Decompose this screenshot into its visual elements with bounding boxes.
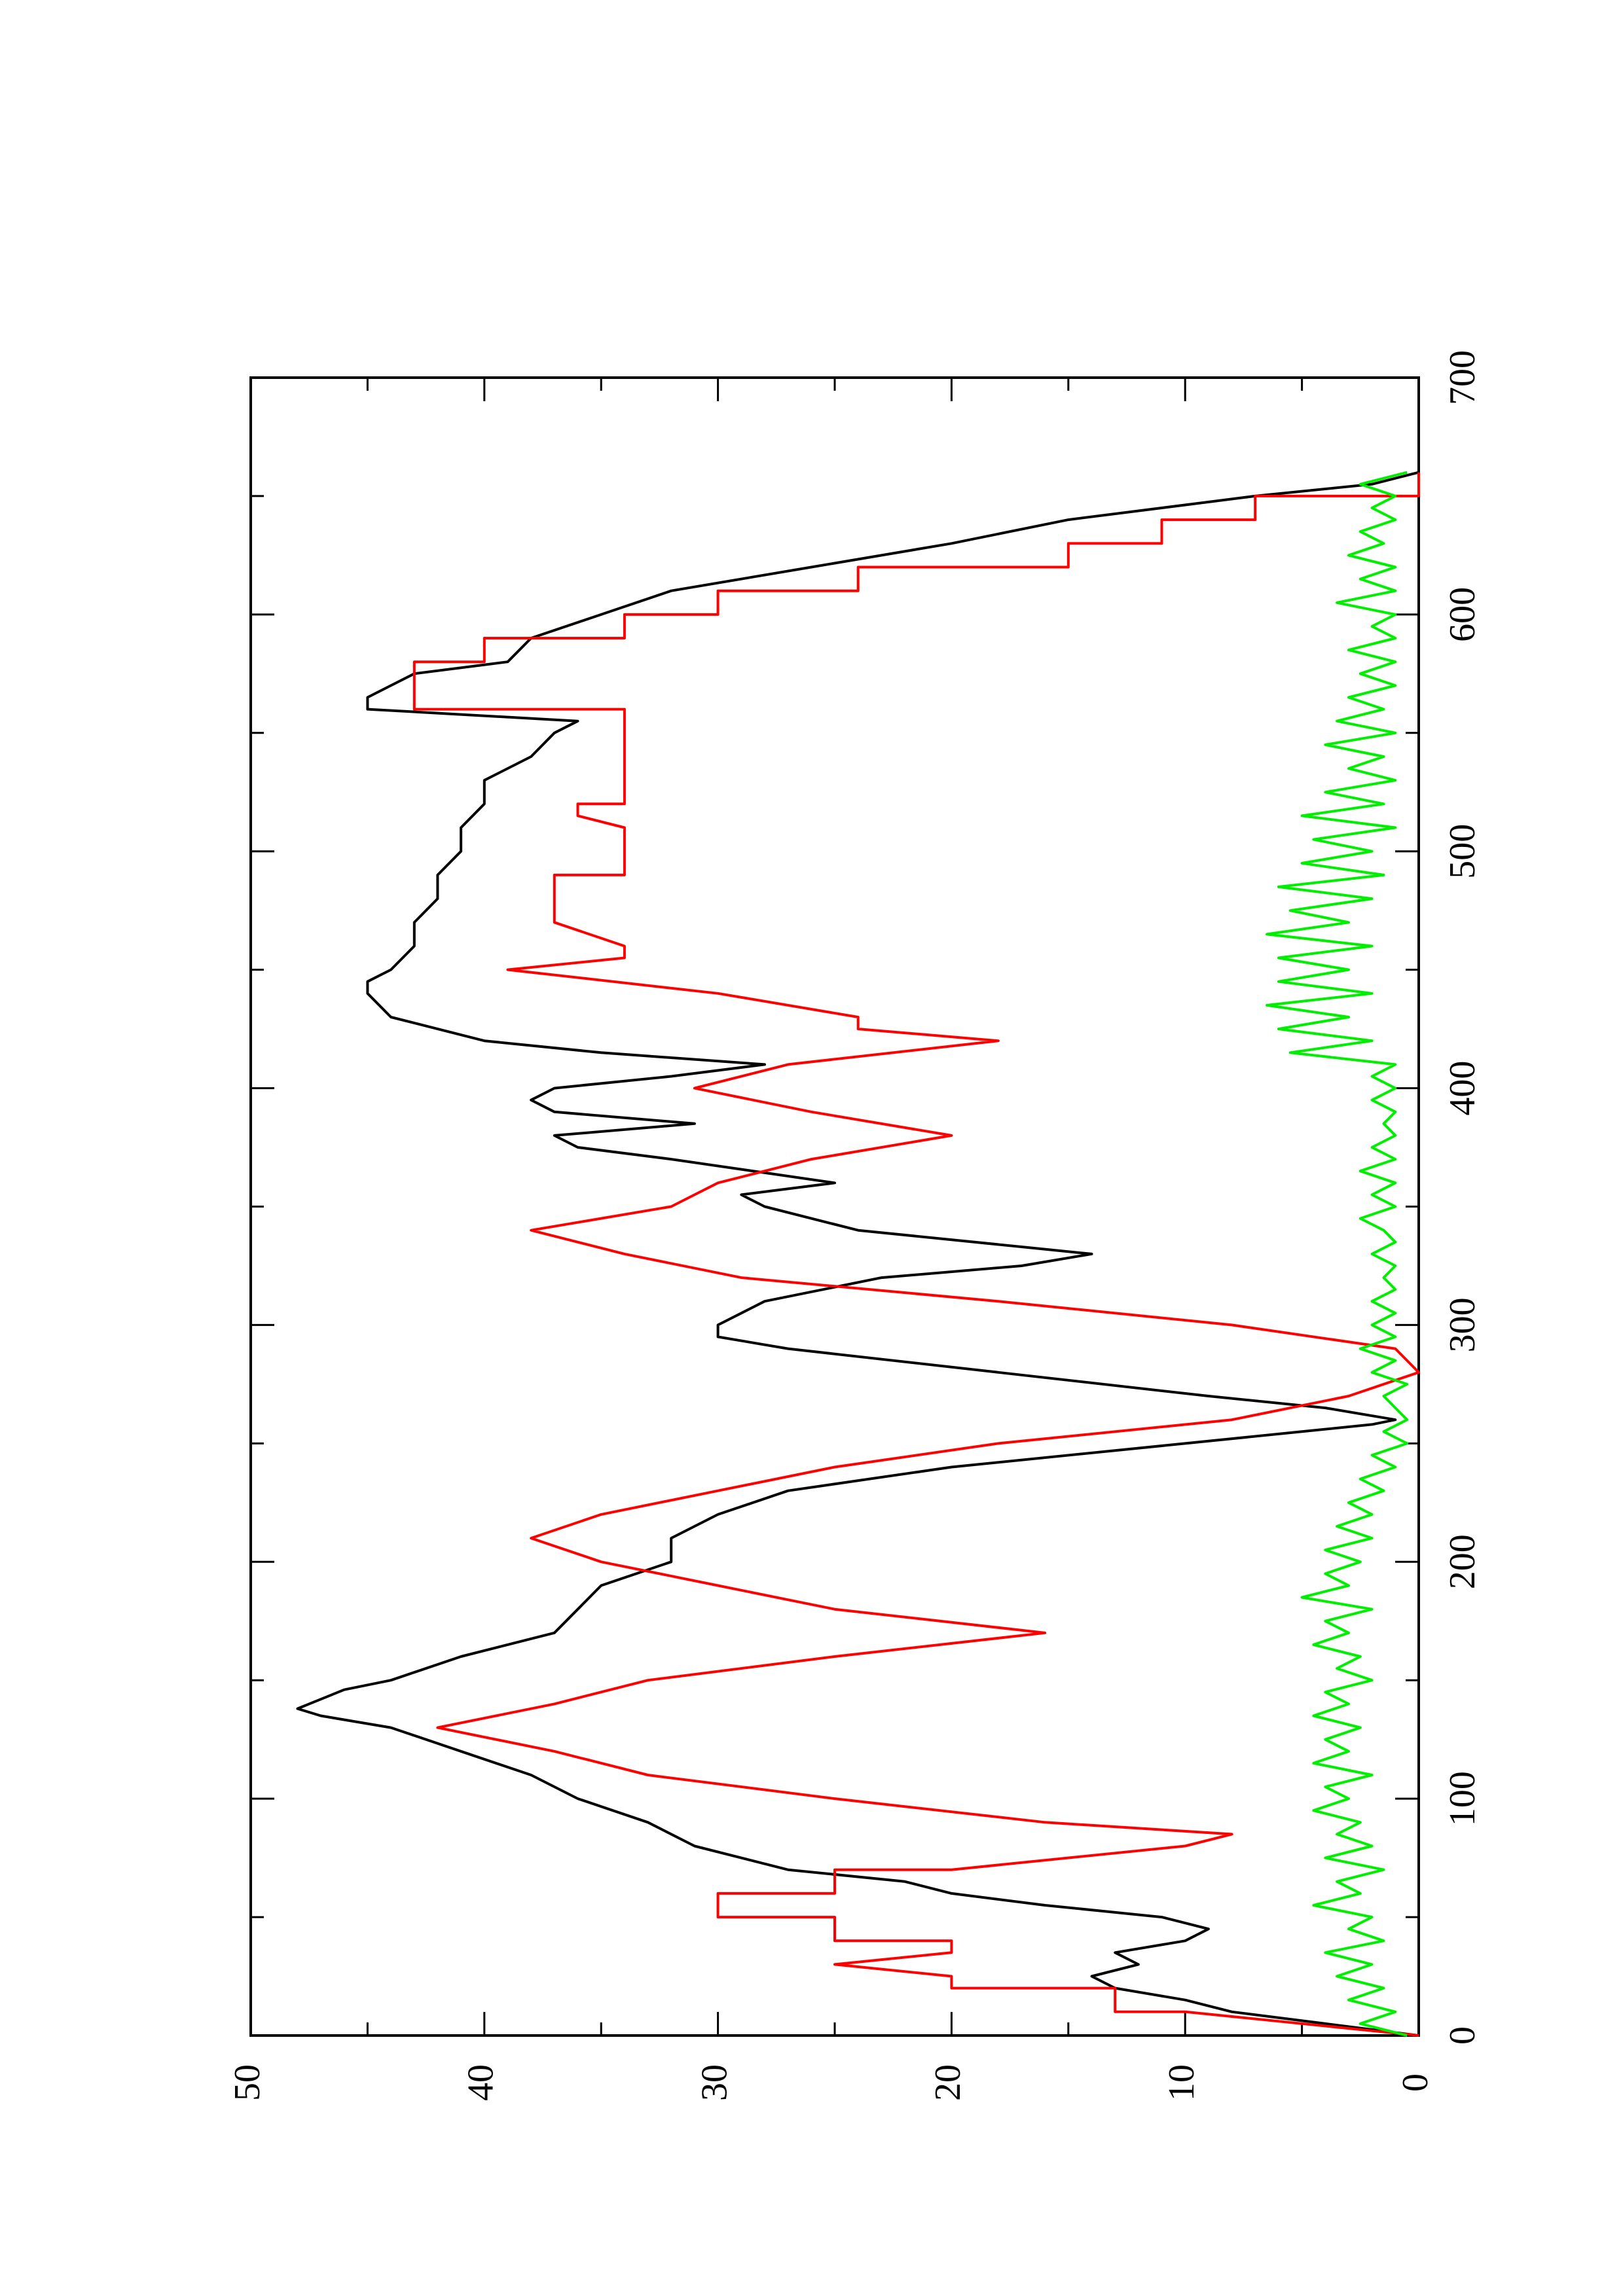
x-tick-label: 200 <box>1442 1534 1483 1589</box>
y-tick-label: 50 <box>227 2064 268 2101</box>
plot-area: 0 100 200 300 400 500 600 700 0 10 20 30 40 50 <box>227 350 1483 2101</box>
x-tick-label: 500 <box>1442 824 1483 879</box>
plot-frame <box>249 376 1420 2037</box>
y-tick-label: 0 <box>1395 2073 1436 2092</box>
series-line-3 <box>1266 471 1409 2037</box>
series-line-2 <box>412 472 1420 2037</box>
y-tick-label: 20 <box>928 2064 968 2101</box>
y-tick-label: 30 <box>694 2064 735 2101</box>
y-tick-label: 40 <box>461 2064 501 2101</box>
y-tick-label: 10 <box>1161 2064 1202 2101</box>
x-tick-label: 300 <box>1442 1297 1483 1352</box>
x-tick-label: 400 <box>1442 1061 1483 1116</box>
x-tick-label: 700 <box>1442 350 1483 405</box>
x-tick-label: 0 <box>1442 2026 1483 2045</box>
series-line-1 <box>296 471 1419 2037</box>
x-tick-label: 600 <box>1442 587 1483 642</box>
x-tick-label: 100 <box>1442 1771 1483 1826</box>
